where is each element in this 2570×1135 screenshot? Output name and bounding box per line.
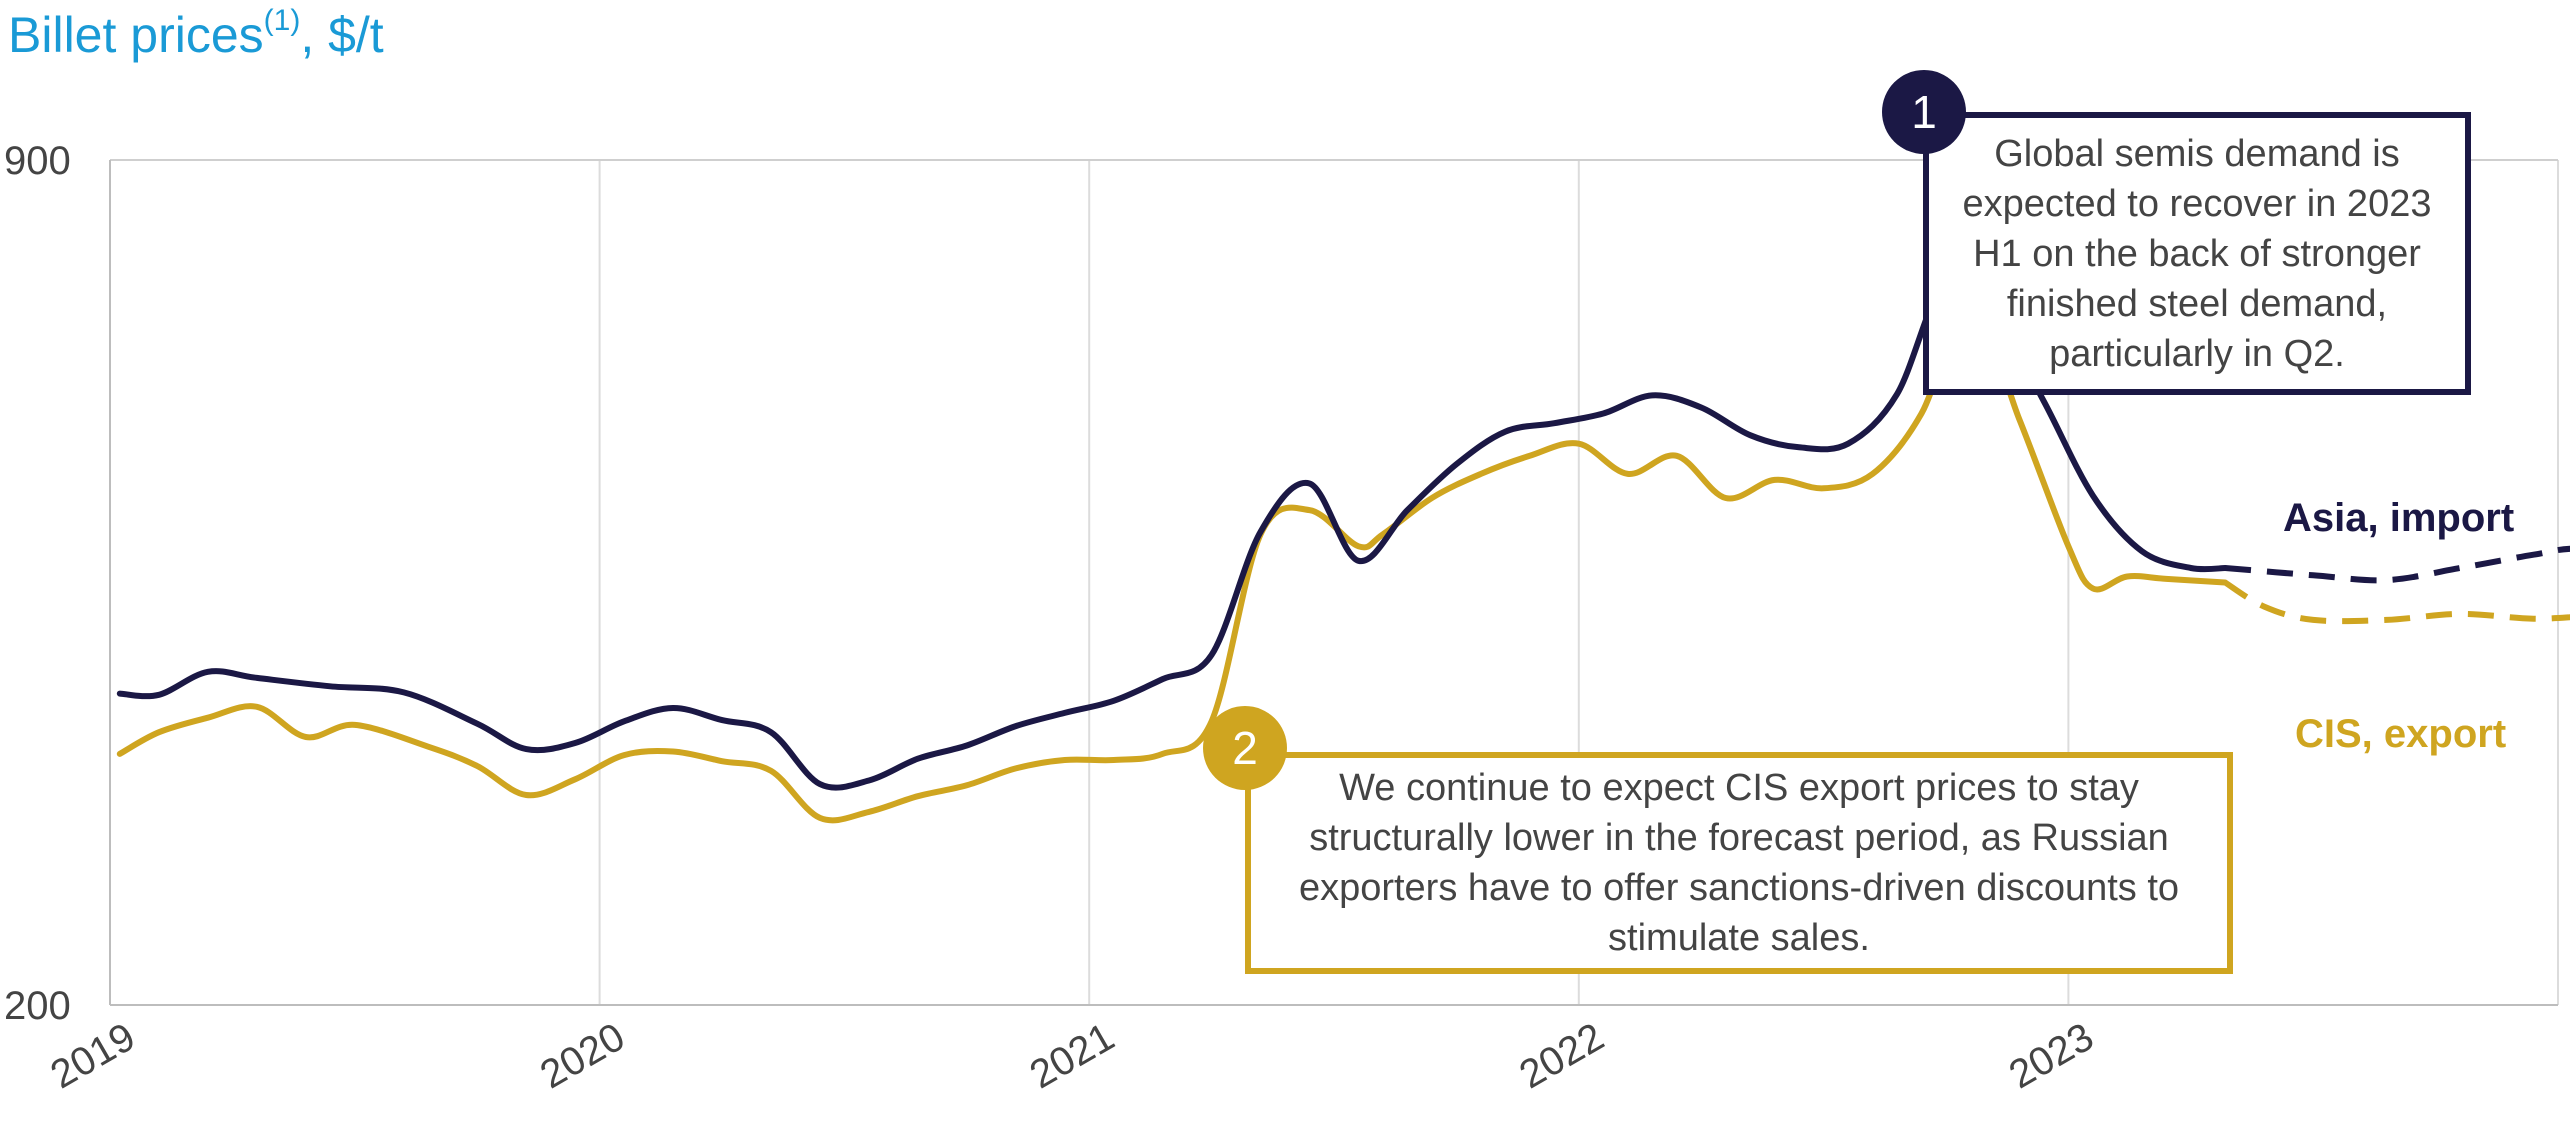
annotation-marker-2: 2 bbox=[1203, 706, 1287, 790]
annotation-text-2: We continue to expect CIS export prices … bbox=[1298, 767, 2180, 959]
chart-title: Billet prices(1), $/t bbox=[8, 4, 384, 64]
x-tick-label-2022: 2022 bbox=[1512, 1015, 1611, 1098]
chart-title-text: Billet prices bbox=[8, 7, 264, 63]
annotation-box-1: Global semis demand is expected to recov… bbox=[1923, 112, 2471, 395]
x-tick-label-2021: 2021 bbox=[1023, 1015, 1122, 1098]
x-tick-label-2023: 2023 bbox=[2002, 1015, 2101, 1098]
series-line-asia-import bbox=[116, 274, 2229, 791]
series-label-cis-export: CIS, export bbox=[2295, 712, 2507, 756]
series-line-cis-export bbox=[116, 299, 2229, 824]
series-forecast-line-cis-export bbox=[2223, 579, 2570, 625]
chart-title-unit: , $/t bbox=[300, 7, 384, 63]
annotation-box-2: We continue to expect CIS export prices … bbox=[1245, 752, 2233, 974]
x-tick-label-2020: 2020 bbox=[533, 1015, 632, 1098]
y-tick-label-900: 900 bbox=[4, 139, 71, 183]
annotation-marker-1: 1 bbox=[1882, 70, 1966, 154]
chart-title-footnote: (1) bbox=[263, 4, 301, 37]
annotation-text-1: Global semis demand is expected to recov… bbox=[1962, 132, 2432, 375]
series-forecast-line-asia-import bbox=[2224, 545, 2570, 584]
series-label-asia-import: Asia, import bbox=[2283, 496, 2515, 540]
y-tick-label-200: 200 bbox=[4, 984, 71, 1028]
